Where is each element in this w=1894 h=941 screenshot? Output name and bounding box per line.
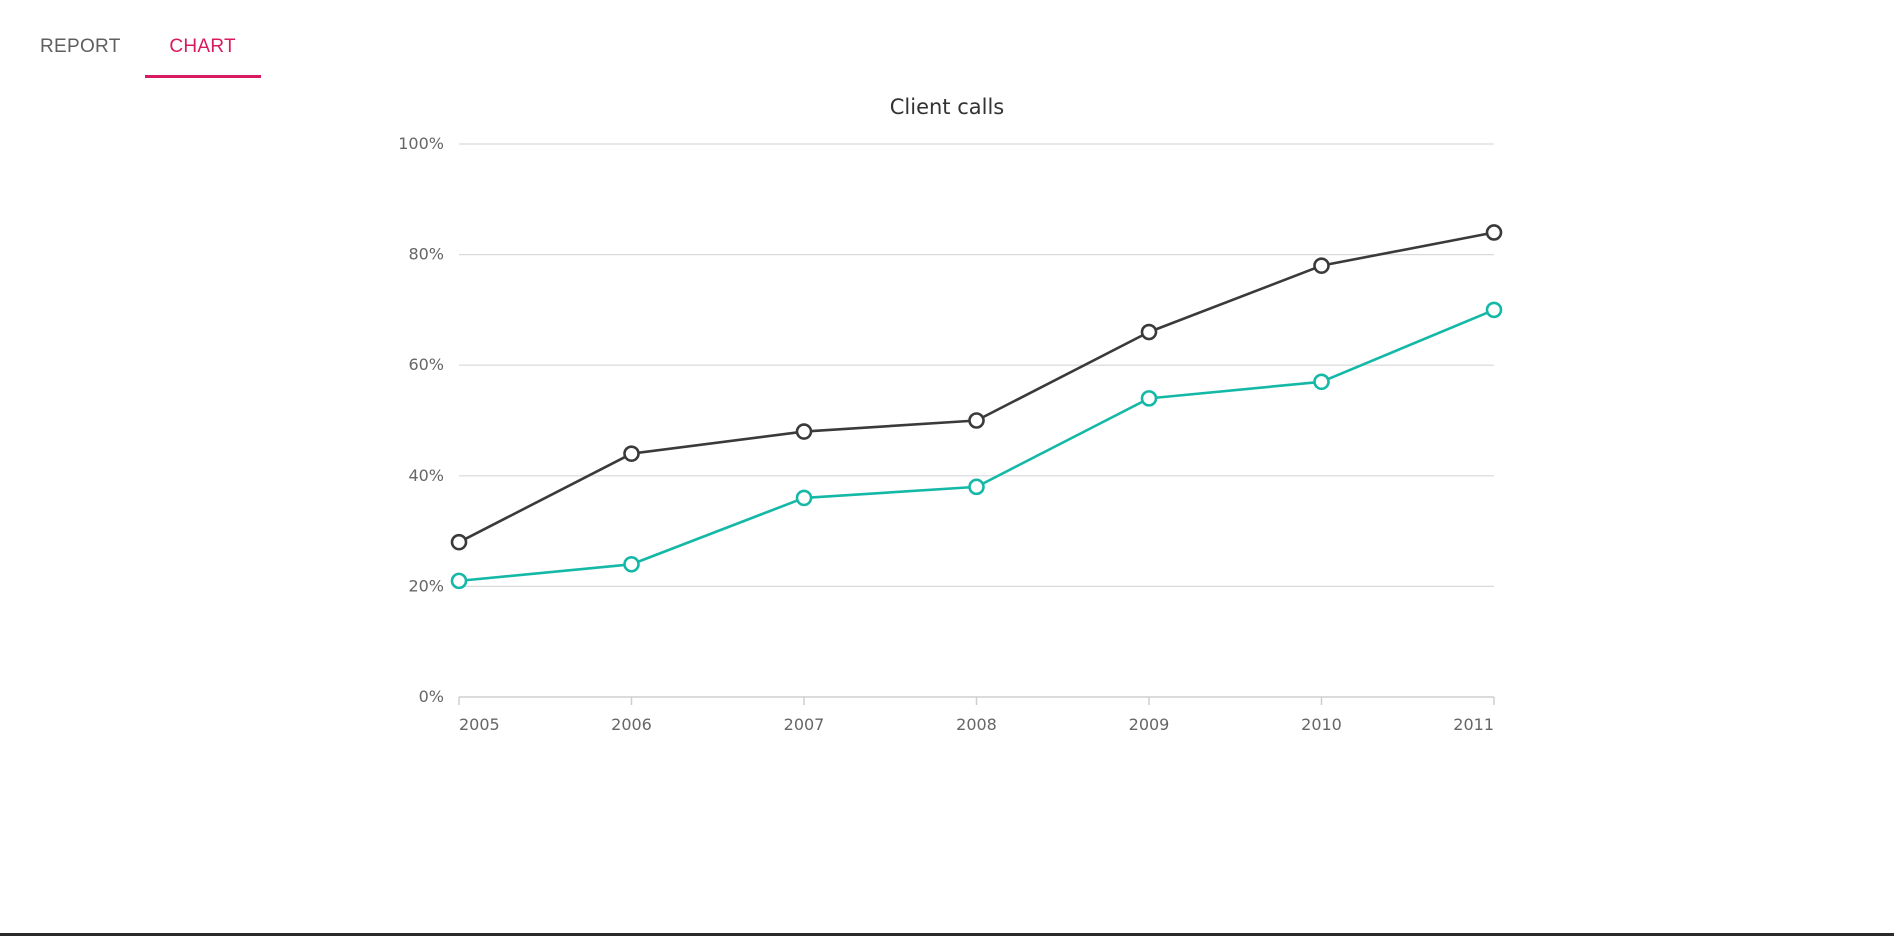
x-axis: 2005 2006 2007 2008 2009 2010 2011 (458, 696, 1495, 734)
x-tick-label: 2008 (956, 715, 997, 734)
data-point[interactable] (623, 555, 640, 573)
x-tick-label: 2011 (1453, 715, 1494, 734)
grid-lines (459, 143, 1494, 588)
tab-chart[interactable]: CHART (144, 18, 261, 78)
data-point[interactable] (968, 478, 985, 496)
data-point[interactable] (795, 423, 813, 440)
data-point[interactable] (1485, 224, 1503, 241)
x-tick-label: 2006 (611, 715, 652, 734)
y-tick-label: 40% (408, 466, 444, 485)
bottom-divider (0, 933, 1894, 936)
data-point[interactable] (1140, 323, 1158, 341)
chart-title: Client calls (890, 95, 1005, 119)
data-point[interactable] (795, 489, 813, 507)
y-tick-label: 0% (419, 687, 444, 706)
y-axis-ticks: 0% 20% 40% 60% 80% 100% (398, 134, 444, 706)
data-point[interactable] (1313, 257, 1330, 274)
y-tick-label: 100% (398, 134, 444, 153)
x-tick-label: 2010 (1301, 715, 1342, 734)
data-point[interactable] (1485, 301, 1503, 319)
data-point[interactable] (968, 412, 985, 429)
series-line (458, 308, 1495, 583)
data-point[interactable] (1313, 373, 1330, 391)
series-line (458, 231, 1495, 544)
tab-report[interactable]: REPORT (40, 35, 121, 57)
y-tick-label: 80% (408, 245, 444, 264)
series-2 (450, 301, 1503, 590)
x-tick-label: 2005 (459, 715, 500, 734)
data-point[interactable] (450, 572, 468, 590)
y-tick-label: 20% (408, 576, 444, 595)
tab-bar: REPORT CHART (16, 18, 261, 78)
data-point[interactable] (623, 445, 640, 462)
data-point[interactable] (1140, 390, 1158, 407)
series-lines (450, 224, 1503, 590)
x-tick-label: 2009 (1129, 715, 1170, 734)
data-point[interactable] (450, 533, 468, 551)
series-1 (450, 224, 1503, 551)
y-tick-label: 60% (408, 355, 444, 374)
x-tick-label: 2007 (784, 715, 825, 734)
